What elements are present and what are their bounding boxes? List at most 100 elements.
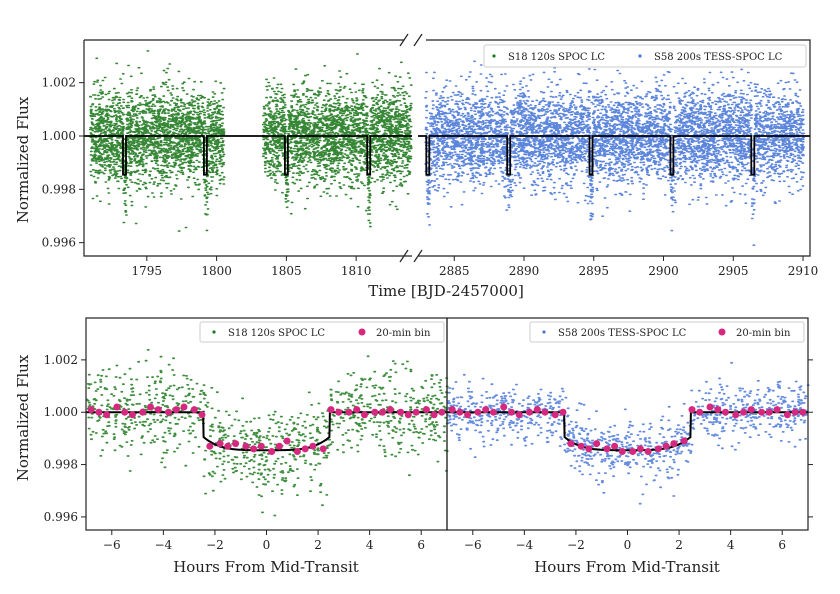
legend-marker [358, 328, 366, 336]
legend-label: S58 200s TESS-SPOC LC [654, 52, 783, 63]
x-tick-label: 6 [417, 538, 425, 552]
bin-point [430, 411, 438, 419]
bin-point [489, 408, 497, 416]
legend-label: S18 120s SPOC LC [508, 52, 605, 63]
bottom-left-data-scatter [85, 338, 449, 517]
y-tick-label: 1.002 [42, 76, 76, 90]
bin-point [412, 408, 420, 416]
bin-point [154, 406, 162, 414]
axis-break-mark [399, 249, 409, 263]
bin-point [180, 403, 188, 411]
bin-point [758, 408, 766, 416]
bin-point [95, 408, 103, 416]
bin-point [103, 411, 111, 419]
bin-point [662, 442, 670, 450]
bin-point [765, 408, 773, 416]
bin-point [371, 408, 379, 416]
bin-point [327, 406, 335, 414]
bin-point [603, 445, 611, 453]
bin-point [121, 408, 129, 416]
y-tick-label: 1.000 [44, 405, 78, 419]
bin-point [216, 440, 224, 448]
x-tick-label: 1800 [201, 264, 232, 278]
bin-point [783, 411, 791, 419]
bottom-right-binned-points [448, 403, 807, 455]
bin-point [268, 448, 276, 455]
bin-point [257, 442, 265, 450]
bin-point [206, 442, 214, 450]
model-line-s18 [84, 135, 412, 176]
x-tick-label: 1795 [132, 264, 163, 278]
bin-point [791, 408, 799, 416]
axis-break-mark [413, 249, 423, 263]
bin-point [500, 403, 508, 411]
y-tick-label: 1.002 [44, 353, 78, 367]
bin-point [618, 448, 626, 455]
bottom-right-xlabel: Hours From Mid-Transit [534, 558, 720, 576]
data-points [446, 361, 810, 505]
x-tick-label: 4 [727, 538, 735, 552]
legend-box [199, 321, 445, 343]
bin-point [696, 408, 704, 416]
bin-point [172, 406, 180, 414]
y-tick-label: 0.998 [42, 182, 76, 196]
bin-point [319, 445, 327, 453]
bin-point [309, 442, 317, 450]
bottom-left-legend: S18 120s SPOC LC 20-min bin [199, 321, 445, 343]
bin-point [165, 408, 172, 416]
bin-point [422, 406, 430, 414]
x-tick-label: 2 [675, 538, 683, 552]
legend-marker [212, 330, 216, 334]
bin-point [232, 440, 240, 448]
bin-point [198, 411, 206, 419]
bin-point [773, 406, 781, 414]
x-tick-label: 4 [366, 538, 374, 552]
legend-box [483, 44, 807, 68]
x-tick-label: 1810 [341, 264, 372, 278]
bin-point [747, 406, 755, 414]
y-tick-label: 0.996 [42, 236, 76, 250]
data-points-s18 [88, 50, 413, 232]
panel-frame [85, 317, 448, 531]
legend-box [529, 321, 805, 343]
x-tick-label: 0 [624, 538, 632, 552]
bin-point [593, 440, 601, 448]
x-tick-label: −6 [103, 538, 121, 552]
bin-point [508, 408, 515, 416]
top-data-scatter [88, 48, 806, 246]
bin-point [456, 408, 464, 416]
bin-point [139, 408, 147, 416]
bin-point [644, 448, 652, 455]
x-tick-label: 2885 [439, 264, 470, 278]
x-tick-label: 2 [314, 538, 322, 552]
model-curve [447, 411, 808, 452]
bin-point [585, 445, 593, 453]
legend-marker [492, 54, 496, 58]
y-tick-label: 0.998 [44, 458, 78, 472]
bottom-left-binned-points [87, 403, 446, 455]
x-tick-label: −2 [206, 538, 224, 552]
bin-point [128, 411, 136, 419]
bin-point [714, 406, 722, 414]
bin-point [559, 408, 567, 416]
bin-point [250, 445, 258, 453]
bin-point [732, 411, 740, 419]
bin-point [740, 408, 747, 416]
bin-point [526, 408, 533, 416]
top-frame-left [83, 39, 412, 257]
x-tick-label: −4 [155, 538, 173, 552]
bottom-left-xlabel: Hours From Mid-Transit [173, 558, 359, 576]
legend-marker [638, 54, 642, 58]
top-legend: S18 120s SPOC LC S58 200s TESS-SPOC LC [483, 44, 807, 68]
y-tick-label: 1.000 [42, 129, 76, 143]
data-points [85, 338, 449, 517]
bin-point [636, 445, 644, 453]
bin-point [577, 442, 585, 450]
bin-point [688, 406, 696, 414]
bin-point [680, 437, 688, 445]
top-axes: 1795 1800 1805 1810 2885 2890 2895 2900 2905 2910… [42, 33, 818, 278]
bin-point [147, 403, 154, 411]
bin-point [283, 437, 291, 445]
bin-point [293, 448, 301, 455]
